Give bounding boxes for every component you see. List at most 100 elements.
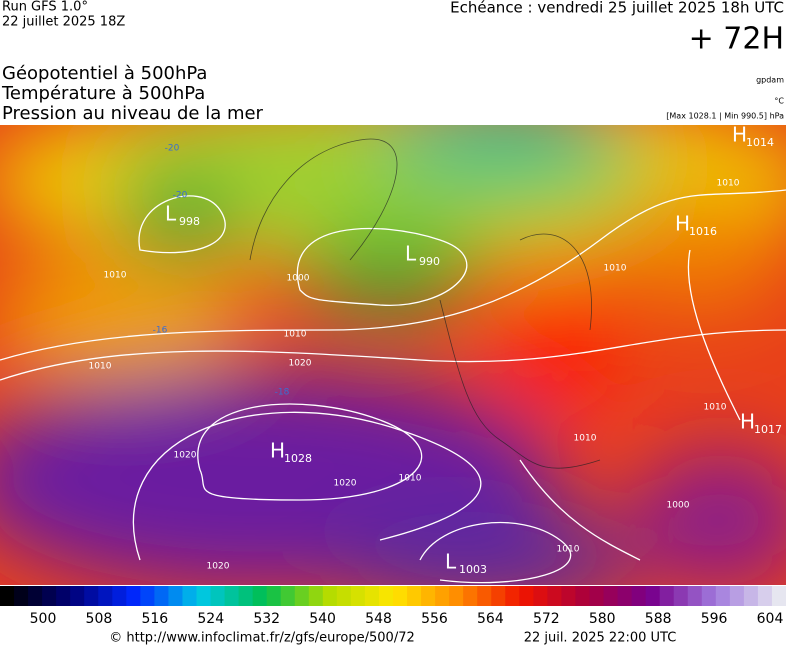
colorbar-label: 532 — [253, 611, 280, 627]
temperature-label: -20 — [165, 144, 180, 154]
unit: gpdam — [756, 76, 784, 85]
isobar-label: 1010 — [604, 264, 627, 274]
unit: [Max 1028.1 | Min 990.5] hPa — [666, 112, 784, 121]
color-swatch — [435, 586, 450, 606]
colorbar-label: 596 — [701, 611, 728, 627]
lead-time: + 72H — [689, 22, 784, 57]
color-swatch — [196, 586, 212, 606]
color-swatch — [631, 586, 647, 606]
center-value: 1003 — [459, 563, 487, 576]
color-swatch — [224, 586, 240, 606]
color-swatch — [266, 586, 282, 606]
color-swatch — [771, 586, 786, 606]
colorbar-label: 604 — [757, 611, 784, 627]
color-swatch — [168, 586, 183, 606]
colorbar-label: 580 — [589, 611, 616, 627]
color-swatch — [70, 586, 85, 606]
isobar-label: 1010 — [557, 545, 580, 555]
isobar-label: 1000 — [667, 501, 690, 511]
isobar-label: 1000 — [287, 274, 310, 284]
title: Pression au niveau de la mer — [2, 103, 264, 124]
isobar-label: 1010 — [89, 362, 112, 372]
colorbar-label: 540 — [309, 611, 336, 627]
center-kind: L — [445, 550, 457, 574]
colorbar-label: 564 — [477, 611, 504, 627]
color-swatch — [491, 586, 506, 606]
isobar-label: 1010 — [574, 434, 597, 444]
color-swatch — [421, 586, 436, 606]
center-value: 1014 — [746, 136, 774, 149]
temperature-label: -16 — [153, 326, 168, 336]
color-swatch — [56, 586, 71, 606]
color-swatch — [322, 586, 338, 606]
color-swatch — [673, 586, 689, 606]
isobar-label: 1010 — [717, 179, 740, 189]
title: Température à 500hPa — [1, 83, 205, 104]
isobar-label: 1020 — [289, 359, 312, 369]
run-date: 22 juillet 2025 18Z — [2, 15, 125, 30]
color-swatch — [393, 586, 408, 606]
color-swatch — [280, 586, 296, 606]
color-swatch — [575, 586, 590, 606]
isobar-label: 1020 — [207, 562, 230, 572]
color-swatch — [140, 586, 155, 606]
color-swatch — [687, 586, 703, 606]
isobar-label: 1010 — [284, 330, 307, 340]
center-kind: L — [405, 242, 417, 266]
color-swatch — [98, 586, 113, 606]
center-kind: L — [165, 202, 177, 226]
color-swatch — [505, 586, 520, 606]
colorbar-label: 556 — [421, 611, 448, 627]
colorbar-label: 588 — [645, 611, 672, 627]
isobar-label: 1010 — [399, 474, 422, 484]
footer-date: 22 juil. 2025 22:00 UTC — [524, 631, 677, 646]
title: Géopotentiel à 500hPa — [2, 63, 207, 84]
color-swatch — [14, 586, 29, 606]
color-swatch — [364, 586, 380, 606]
color-swatch — [0, 586, 15, 606]
color-swatch — [589, 586, 605, 606]
isobar-label: 1020 — [174, 451, 197, 461]
temperature-label: -18 — [275, 388, 290, 398]
color-swatch — [112, 586, 127, 606]
color-swatch — [210, 586, 226, 606]
color-swatch — [182, 586, 197, 606]
center-kind: H — [675, 212, 690, 236]
center-kind: H — [732, 123, 747, 147]
colorbar-label: 548 — [365, 611, 392, 627]
color-swatch — [42, 586, 57, 606]
color-swatch — [743, 586, 759, 606]
color-swatch — [561, 586, 576, 606]
center-value: 998 — [179, 215, 200, 228]
colorbar-label: 508 — [86, 611, 113, 627]
color-swatch — [547, 586, 562, 606]
color-swatch — [154, 586, 169, 606]
color-swatch — [729, 586, 745, 606]
color-swatch — [659, 586, 675, 606]
color-swatch — [126, 586, 141, 606]
color-swatch — [308, 586, 324, 606]
colorbar-label: 516 — [141, 611, 168, 627]
center-value: 1028 — [284, 452, 312, 465]
color-swatch — [84, 586, 99, 606]
color-swatch — [294, 586, 310, 606]
run: Run GFS 1.0° — [2, 0, 88, 15]
color-swatch — [238, 586, 254, 606]
color-swatch — [757, 586, 773, 606]
color-swatch — [477, 586, 492, 606]
color-swatch — [28, 586, 43, 606]
color-swatch — [617, 586, 633, 606]
unit: °C — [774, 97, 784, 106]
footer-url: © http://www.infoclimat.fr/z/gfs/europe/… — [109, 631, 415, 646]
isobar-label: 1010 — [704, 403, 727, 413]
color-swatch — [603, 586, 619, 606]
center-value: 1016 — [689, 225, 717, 238]
isobar-label: 1010 — [104, 271, 127, 281]
color-swatch — [336, 586, 352, 606]
map — [0, 125, 786, 585]
valid-time: Echéance : vendredi 25 juillet 2025 18h … — [450, 0, 784, 17]
color-swatch — [715, 586, 731, 606]
isobar-label: 1020 — [334, 479, 357, 489]
color-swatch — [252, 586, 268, 606]
